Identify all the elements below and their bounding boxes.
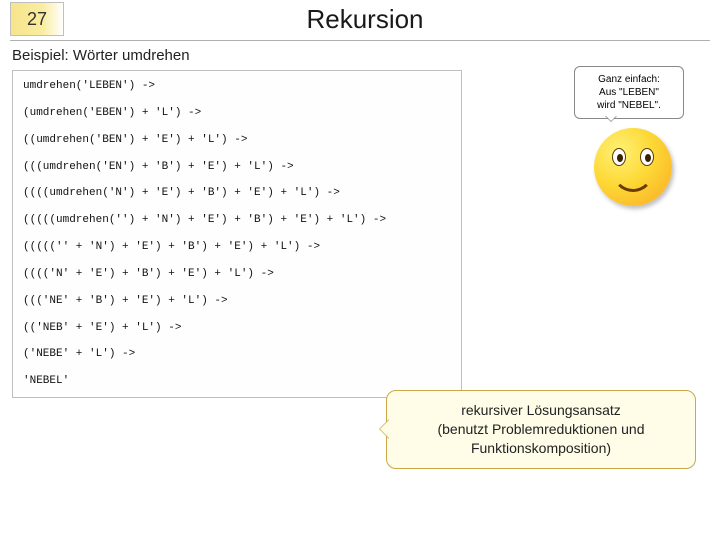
code-line: umdrehen('LEBEN') -> — [23, 79, 451, 94]
code-line: (((((umdrehen('') + 'N') + 'E') + 'B') +… — [23, 213, 451, 228]
code-line: ((((umdrehen('N') + 'E') + 'B') + 'E') +… — [23, 186, 451, 201]
speech-line: Ganz einfach: — [581, 73, 677, 86]
smiley-icon — [594, 128, 672, 206]
subtitle: Beispiel: Wörter umdrehen — [12, 47, 708, 64]
smiley-mouth — [612, 170, 654, 192]
speech-line: wird "NEBEL". — [581, 99, 677, 112]
smiley-eye-right — [640, 148, 654, 166]
speech-line: Aus "LEBEN" — [581, 86, 677, 99]
code-line: ((('NE' + 'B') + 'E') + 'L') -> — [23, 294, 451, 309]
smiley-eye-left — [612, 148, 626, 166]
callout-line: (benutzt Problemreduktionen und Funktion… — [399, 420, 683, 458]
code-line: (umdrehen('EBEN') + 'L') -> — [23, 106, 451, 121]
code-trace-box: umdrehen('LEBEN') -> (umdrehen('EBEN') +… — [12, 70, 462, 398]
slide-title: Rekursion — [10, 4, 720, 35]
slide-header: 27 Rekursion — [0, 0, 720, 38]
code-line: (((umdrehen('EN') + 'B') + 'E') + 'L') -… — [23, 160, 451, 175]
callout-line: rekursiver Lösungsansatz — [399, 401, 683, 420]
code-line: ((umdrehen('BEN') + 'E') + 'L') -> — [23, 133, 451, 148]
code-line: (('NEB' + 'E') + 'L') -> — [23, 321, 451, 336]
header-divider — [10, 40, 710, 41]
code-line: 'NEBEL' — [23, 374, 451, 389]
code-line: ((((('' + 'N') + 'E') + 'B') + 'E') + 'L… — [23, 240, 451, 255]
code-line: (((('N' + 'E') + 'B') + 'E') + 'L') -> — [23, 267, 451, 282]
code-line: ('NEBE' + 'L') -> — [23, 347, 451, 362]
smiley-face — [594, 128, 672, 206]
annotation-callout: rekursiver Lösungsansatz (benutzt Proble… — [386, 390, 696, 469]
speech-bubble: Ganz einfach: Aus "LEBEN" wird "NEBEL". — [574, 66, 684, 119]
